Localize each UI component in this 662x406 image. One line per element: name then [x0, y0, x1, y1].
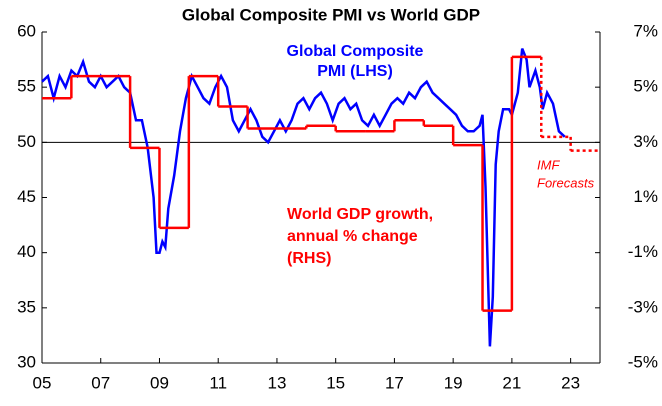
- x-tick-label: 13: [267, 373, 286, 392]
- x-tick-label: 11: [209, 373, 227, 392]
- y-tick-label: 50: [17, 132, 36, 151]
- series-label: annual % change: [287, 228, 418, 245]
- series-label: (RHS): [287, 250, 331, 267]
- y2-tick-label: -3%: [628, 297, 658, 316]
- y-tick-label: 40: [17, 242, 36, 261]
- y-tick-label: 60: [17, 21, 36, 40]
- x-tick-label: 05: [33, 373, 52, 392]
- y2-tick-label: 5%: [633, 77, 658, 96]
- series-label: PMI (LHS): [317, 63, 393, 80]
- y-tick-label: 30: [17, 352, 36, 371]
- pmi-line: [41, 48, 566, 347]
- series-label: IMF: [537, 157, 560, 172]
- x-tick-label: 17: [385, 373, 404, 392]
- x-tick-label: 15: [326, 373, 345, 392]
- x-tick-label: 19: [444, 373, 463, 392]
- x-tick-label: 09: [150, 373, 169, 392]
- x-tick-label: 07: [91, 373, 110, 392]
- series-label: Forecasts: [537, 175, 595, 190]
- x-tick-label: 23: [561, 373, 580, 392]
- y2-tick-label: -1%: [628, 242, 658, 261]
- y-tick-label: 45: [17, 187, 36, 206]
- y2-tick-label: -5%: [628, 352, 658, 371]
- y2-tick-label: 1%: [633, 187, 658, 206]
- y-tick-label: 35: [17, 297, 36, 316]
- series-label: World GDP growth,: [287, 206, 433, 223]
- y2-tick-label: 3%: [633, 132, 658, 151]
- series-label: Global Composite: [287, 43, 424, 60]
- y-tick-label: 55: [17, 77, 36, 96]
- x-tick-label: 21: [502, 373, 521, 392]
- chart-title: Global Composite PMI vs World GDP: [182, 5, 480, 24]
- y2-tick-label: 7%: [633, 21, 658, 40]
